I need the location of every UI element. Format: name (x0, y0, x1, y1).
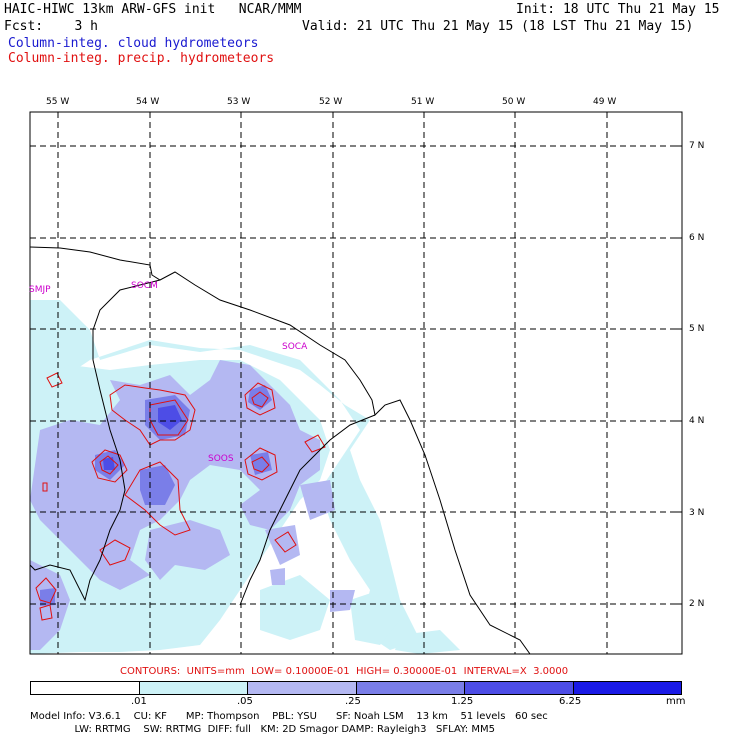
valid-time: Valid: 21 UTC Thu 21 May 15 (18 LST Thu … (302, 19, 694, 34)
lat-label: 3 N (689, 508, 705, 518)
colorbar (30, 681, 682, 695)
model-info-line-1: Model Info: V3.6.1 CU: KF MP: Thompson P… (30, 711, 548, 722)
init-time: Init: 18 UTC Thu 21 May 15 (516, 2, 720, 17)
model-info-line-2: LW: RRTMG SW: RRTMG DIFF: full KM: 2D Sm… (30, 724, 495, 735)
colorbar-bin (356, 682, 465, 694)
lat-label: 2 N (689, 599, 705, 609)
station-label: SMJP (29, 285, 51, 295)
lon-label: 50 W (502, 97, 526, 107)
graticule (30, 112, 682, 654)
lon-label: 53 W (227, 97, 251, 107)
legend-cloud-hydrometeors: Column-integ. cloud hydrometeors (8, 36, 259, 51)
lat-label: 7 N (689, 141, 705, 151)
lon-label: 54 W (136, 97, 160, 107)
station-label: SOOS (208, 454, 234, 464)
colorbar-tick: .01 (131, 696, 147, 707)
colorbar-bin (139, 682, 248, 694)
lat-label: 5 N (689, 324, 705, 334)
lat-label: 6 N (689, 233, 705, 243)
colorbar-bin (573, 682, 681, 694)
colorbar-bin (31, 682, 140, 694)
lat-label: 4 N (689, 416, 705, 426)
frame-ticks (57, 112, 682, 605)
colorbar-bin (465, 682, 574, 694)
colorbar-tick: 1.25 (451, 696, 474, 707)
station-label: SOCA (282, 342, 308, 352)
lon-label: 49 W (593, 97, 617, 107)
colorbar-bin (248, 682, 357, 694)
station-label: SOCM (131, 281, 158, 291)
coastline (30, 246, 531, 654)
forecast-hour: Fcst: 3 h (4, 19, 98, 34)
colorbar-tick: 6.25 (559, 696, 582, 707)
colorbar-tick: .05 (237, 696, 253, 707)
map-frame (29, 111, 683, 655)
colorbar-tick: .25 (345, 696, 361, 707)
lon-label: 51 W (411, 97, 435, 107)
lon-label: 52 W (319, 97, 343, 107)
model-title: HAIC-HIWC 13km ARW-GFS init NCAR/MMM (4, 2, 302, 17)
contour-info: CONTOURS: UNITS=mm LOW= 0.10000E-01 HIGH… (120, 666, 569, 677)
legend-precip-hydrometeors: Column-integ. precip. hydrometeors (8, 51, 275, 66)
colorbar-unit: mm (666, 696, 686, 707)
lon-label: 55 W (46, 97, 70, 107)
